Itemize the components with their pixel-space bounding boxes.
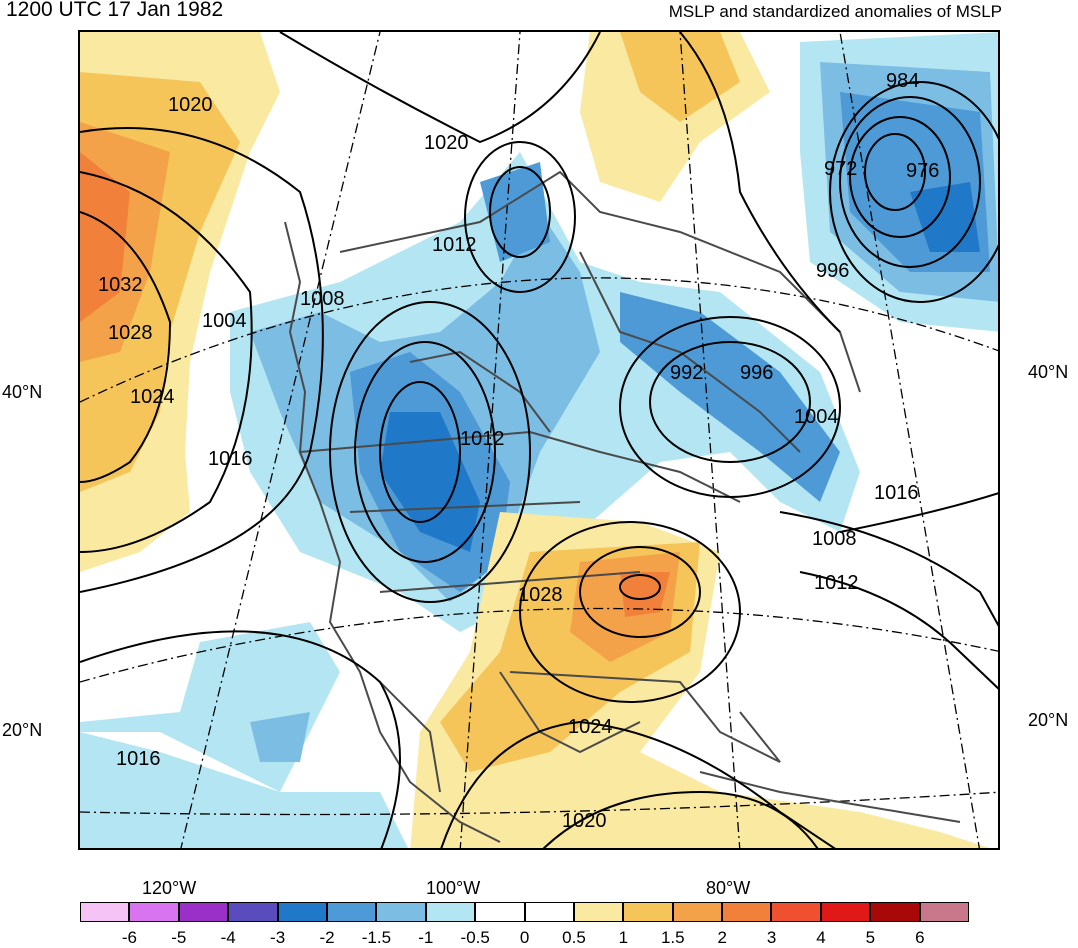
anomaly-neg-ne-strong xyxy=(910,182,980,252)
colorbar-tick-label: -2 xyxy=(319,928,335,947)
colorbar xyxy=(80,902,970,922)
colorbar-cell xyxy=(919,902,970,922)
isobar-label-1020-nw: 1020 xyxy=(168,94,213,116)
colorbar-cell xyxy=(524,902,574,922)
isobar-label-1008-east: 1008 xyxy=(812,528,857,550)
isobar-label-1012-central: 1012 xyxy=(460,428,505,450)
colorbar-tick-label: 0.5 xyxy=(562,928,586,947)
isobar-label-992: 992 xyxy=(670,362,704,384)
colorbar-cell xyxy=(771,902,821,922)
anomaly-neg-sw-faint-2 xyxy=(80,732,408,848)
isobar-label-1016-east: 1016 xyxy=(874,482,919,504)
colorbar-cell xyxy=(623,902,673,922)
anomaly-neg-east-mid xyxy=(620,292,840,502)
colorbar-tick-label: -5 xyxy=(171,928,187,947)
colorbar-tick-label: 4 xyxy=(816,928,826,947)
colorbar-tick-label: 1 xyxy=(618,928,629,947)
lon-label-80w: 80°W xyxy=(706,878,751,898)
lon-label-120w: 120°W xyxy=(142,878,197,898)
colorbar-cell xyxy=(326,902,377,922)
colorbar-cell xyxy=(178,902,229,922)
isobar-label-996-ne: 996 xyxy=(816,260,850,282)
isobar-label-996-east: 996 xyxy=(740,362,774,384)
anomaly-neg-sw-weak xyxy=(250,712,310,762)
colorbar-cell xyxy=(475,902,525,922)
isobars xyxy=(80,32,998,848)
isobar-label-1032: 1032 xyxy=(98,274,143,296)
anomaly-pos-west-strong xyxy=(80,152,130,322)
lat-label-40n-left: 40°N xyxy=(2,382,43,402)
anomaly-pos-se-strong xyxy=(620,572,670,617)
colorbar-tick-label: 0 xyxy=(519,928,530,947)
colorbar-tick-label: -1 xyxy=(418,928,434,947)
isobar-label-1008-west: 1008 xyxy=(300,288,345,310)
isobar-label-1012-east: 1012 xyxy=(814,572,859,594)
colorbar-tick-label: -4 xyxy=(220,928,236,947)
isobar-label-1020-south: 1020 xyxy=(562,810,607,832)
colorbar-cell xyxy=(820,902,871,922)
map-svg xyxy=(80,32,998,848)
lat-label-20n-left: 20°N xyxy=(2,720,43,740)
colorbar-tick-label: 1.5 xyxy=(660,928,685,947)
colorbar-tick-label: 6 xyxy=(915,928,925,947)
colorbar-cell xyxy=(376,902,426,922)
coastlines-and-borders xyxy=(284,170,961,843)
colorbar-tick-label: -0.5 xyxy=(460,928,490,947)
isobar-label-1020-north: 1020 xyxy=(424,132,469,154)
colorbar-cell xyxy=(672,902,723,922)
colorbar-cell xyxy=(228,902,278,922)
isobar-label-984: 984 xyxy=(886,70,920,92)
colorbar-cell xyxy=(80,902,130,922)
colorbar-cell xyxy=(277,902,327,922)
colorbar-tick-label: 3 xyxy=(766,928,777,947)
colorbar-cell xyxy=(722,902,772,922)
isobar-label-972: 972 xyxy=(824,158,858,180)
isobar-label-1004-west: 1004 xyxy=(202,310,247,332)
isobar-label-976: 976 xyxy=(906,160,940,182)
isobar-label-1028-west: 1028 xyxy=(108,322,153,344)
map-variable-title: MSLP and standardized anomalies of MSLP xyxy=(668,2,1002,21)
isobar-label-1024-west: 1024 xyxy=(130,386,175,408)
lat-label-20n-right: 20°N xyxy=(1028,710,1069,730)
isobar-label-1016-west: 1016 xyxy=(208,448,253,470)
colorbar-tick-label: -6 xyxy=(121,928,137,947)
anomaly-pos-north-weak xyxy=(620,32,740,122)
isobar-label-1028-se: 1028 xyxy=(518,584,563,606)
colorbar-cell xyxy=(573,902,624,922)
anomaly-neg-hudson-mid xyxy=(480,162,550,262)
colorbar-cell xyxy=(129,902,179,922)
colorbar-tick-label: -3 xyxy=(270,928,286,947)
isobar-label-1024-south: 1024 xyxy=(568,716,613,738)
anomaly-fields xyxy=(80,32,998,848)
map-time-title: 1200 UTC 17 Jan 1982 xyxy=(6,0,224,21)
isobar-label-1012-north: 1012 xyxy=(432,234,477,256)
isobar-label-1016-sw: 1016 xyxy=(116,748,161,770)
lon-label-100w: 100°W xyxy=(426,878,481,898)
colorbar-tick-label: 2 xyxy=(717,928,727,947)
colorbar-cell xyxy=(425,902,476,922)
isobar-label-1004-east: 1004 xyxy=(794,406,839,428)
map-panel: 1020 1020 1032 1028 1024 1004 1008 1016 … xyxy=(78,30,1000,850)
anomaly-neg-central-strong xyxy=(380,412,480,552)
lat-label-40n-right: 40°N xyxy=(1028,362,1069,382)
colorbar-cell xyxy=(870,902,920,922)
colorbar-tick-label: 5 xyxy=(865,928,876,947)
colorbar-tick-label: -1.5 xyxy=(361,928,392,947)
